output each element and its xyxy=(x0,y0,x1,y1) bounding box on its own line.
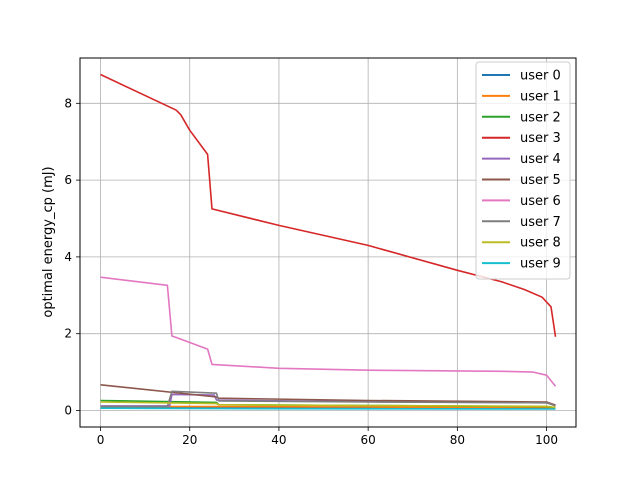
plot-frame xyxy=(79,57,577,428)
legend-label-user-9: user 9 xyxy=(520,257,561,272)
legend-label-user-1: user 1 xyxy=(520,89,561,104)
legend: user 0 user 1 user 2 user 3 user 4 user 5 user… xyxy=(475,61,571,280)
legend-label-user-2: user 2 xyxy=(520,110,561,125)
x-tick-label: 100 xyxy=(535,433,558,447)
legend-label-user-8: user 8 xyxy=(520,236,561,251)
axis-ticks: 0 20 40 60 80 100 0 2 4 6 8 xyxy=(64,96,558,447)
series-line-user-6 xyxy=(100,276,557,387)
series-line-user-9 xyxy=(100,407,556,410)
x-tick-label: 60 xyxy=(361,433,376,447)
legend-label-user-4: user 4 xyxy=(520,152,561,167)
x-tick-label: 80 xyxy=(450,433,465,447)
y-tick-label: 4 xyxy=(64,250,72,264)
legend-label-user-5: user 5 xyxy=(520,173,561,188)
y-tick-label: 0 xyxy=(64,403,72,417)
legend-label-user-3: user 3 xyxy=(520,131,561,146)
legend-label-user-6: user 6 xyxy=(520,194,561,209)
legend-label-user-7: user 7 xyxy=(520,215,561,230)
x-tick-label: 0 xyxy=(97,433,105,447)
x-tick-label: 40 xyxy=(271,433,286,447)
series-line-user-8 xyxy=(100,401,556,409)
series-line-user-3 xyxy=(100,73,557,337)
series-lines xyxy=(100,73,557,410)
y-tick-label: 2 xyxy=(64,327,72,341)
x-tick-label: 20 xyxy=(182,433,197,447)
series-line-user-7 xyxy=(100,390,556,408)
y-axis-label: optimal energy_cp (mJ) xyxy=(41,166,56,317)
y-tick-label: 6 xyxy=(64,173,72,187)
legend-label-user-0: user 0 xyxy=(520,69,561,84)
y-tick-label: 8 xyxy=(64,96,72,110)
